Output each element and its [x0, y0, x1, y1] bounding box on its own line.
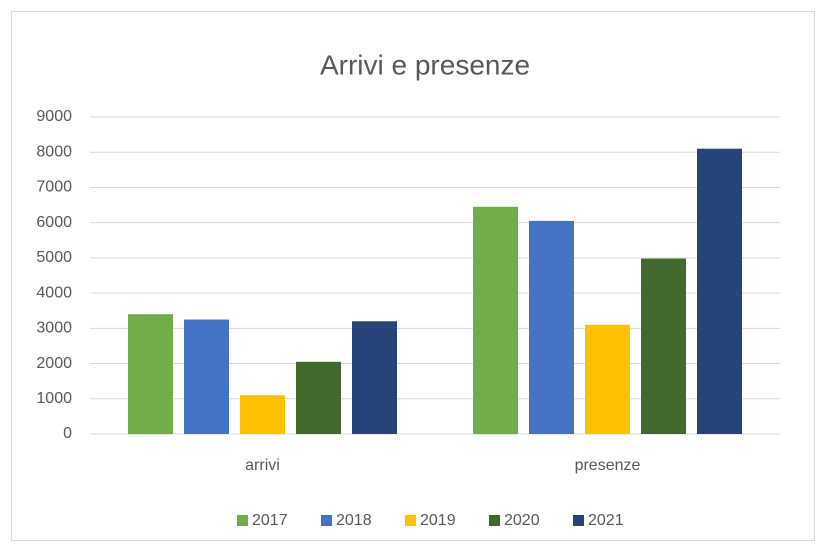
bar — [473, 206, 518, 434]
y-tick-label: 8000 — [36, 143, 72, 160]
x-tick-label: arrivi — [245, 457, 280, 474]
bar — [529, 220, 574, 434]
bar — [296, 361, 341, 434]
y-tick-label: 2000 — [36, 355, 72, 372]
y-tick-label: 1000 — [36, 390, 72, 407]
bar — [641, 258, 686, 434]
y-tick-label: 6000 — [36, 214, 72, 231]
legend-label: 2020 — [504, 512, 540, 529]
legend-swatch — [405, 515, 416, 526]
bar — [240, 395, 285, 434]
bar — [697, 148, 742, 434]
y-tick-label: 3000 — [36, 320, 72, 337]
legend-label: 2019 — [420, 512, 456, 529]
x-tick-label: presenze — [575, 457, 641, 474]
y-tick-label: 4000 — [36, 284, 72, 301]
y-tick-label: 0 — [63, 425, 72, 442]
legend-swatch — [573, 515, 584, 526]
y-tick-label: 9000 — [36, 108, 72, 125]
chart-title: Arrivi e presenze — [320, 49, 530, 80]
legend-label: 2018 — [336, 512, 372, 529]
chart-border — [11, 11, 815, 541]
y-tick-label: 5000 — [36, 249, 72, 266]
bar — [585, 324, 630, 434]
legend-label: 2017 — [252, 512, 288, 529]
legend-swatch — [237, 515, 248, 526]
bar — [184, 319, 229, 434]
legend-swatch — [489, 515, 500, 526]
legend-label: 2021 — [588, 512, 624, 529]
bar — [128, 314, 173, 434]
bar — [352, 321, 397, 434]
y-tick-label: 7000 — [36, 179, 72, 196]
legend-swatch — [321, 515, 332, 526]
